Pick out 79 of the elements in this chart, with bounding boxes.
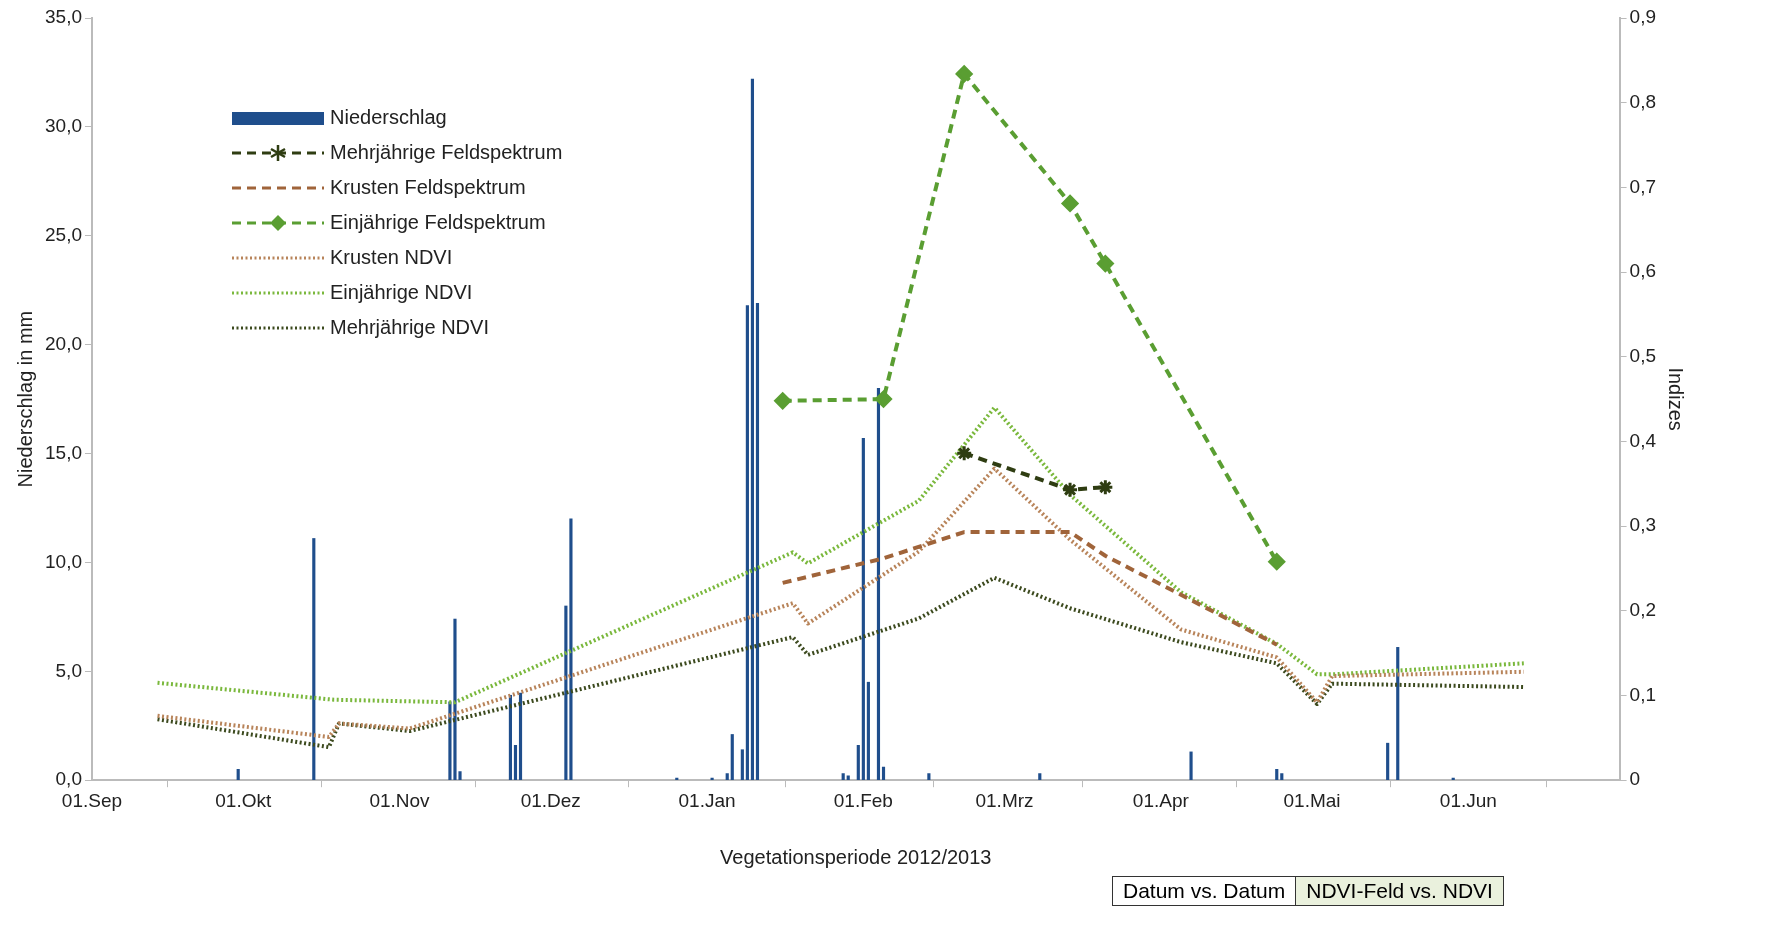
point xyxy=(1061,194,1079,212)
bar xyxy=(755,302,760,781)
y-tick-label: 30,0 xyxy=(45,115,82,137)
legend-label: Einjährige NDVI xyxy=(330,281,473,304)
bar xyxy=(1396,647,1400,781)
legend-label: Niederschlag xyxy=(330,106,447,129)
point xyxy=(955,65,973,83)
bar xyxy=(856,745,860,781)
y2-tick-label: 0,4 xyxy=(1629,429,1657,451)
x-tick-label: 01.Nov xyxy=(369,789,431,811)
bar xyxy=(730,734,734,781)
bar xyxy=(236,768,240,781)
y-tick-label: 10,0 xyxy=(45,550,82,572)
y-axis-title: Niederschlag in mm xyxy=(13,310,36,488)
bar xyxy=(564,605,568,781)
bar xyxy=(927,773,931,781)
x-tick-label: 01.Mrz xyxy=(975,789,1034,811)
bar xyxy=(312,538,316,781)
y-tick-label: 15,0 xyxy=(45,441,82,463)
line-series xyxy=(155,405,1526,705)
bar xyxy=(750,78,755,781)
legend-label: Mehrjährige Feldspektrum xyxy=(330,141,563,164)
y2-tick-label: 0,5 xyxy=(1629,344,1657,366)
y-tick-label: 0,0 xyxy=(55,768,82,790)
bar xyxy=(1386,742,1390,781)
x-tick-label: 01.Okt xyxy=(215,789,272,811)
bar xyxy=(1280,773,1284,781)
x-tick-label: 01.Jun xyxy=(1439,789,1497,811)
x-tick-label: 01.Jan xyxy=(678,789,736,811)
point xyxy=(1061,481,1079,499)
y2-tick-label: 0,8 xyxy=(1629,90,1657,112)
point xyxy=(1096,255,1114,273)
bar xyxy=(725,773,729,781)
bar xyxy=(1038,773,1042,781)
y2-tick-label: 0 xyxy=(1629,768,1641,790)
bar xyxy=(861,437,865,781)
y-tick-label: 35,0 xyxy=(45,6,82,28)
point xyxy=(1096,478,1114,496)
text: NDVI-Feld vs. NDVI xyxy=(1295,876,1504,906)
bar xyxy=(866,681,870,781)
x-axis-title: Vegetationsperiode 2012/2013 xyxy=(720,845,992,868)
text: Datum vs. Datum xyxy=(1112,876,1296,906)
bar xyxy=(881,766,886,781)
y2-tick-label: 0,7 xyxy=(1629,175,1657,197)
point xyxy=(955,444,973,462)
x-tick-label: 01.Sep xyxy=(61,789,123,811)
y2-axis-title: Indizes xyxy=(1665,367,1688,431)
x-tick-label: 01.Mai xyxy=(1283,789,1341,811)
y-tick-label: 25,0 xyxy=(45,224,82,246)
bar xyxy=(1189,751,1193,781)
y-tick-label: 20,0 xyxy=(45,332,82,354)
x-tick-label: 01.Feb xyxy=(833,789,893,811)
y2-tick-label: 0,3 xyxy=(1629,514,1657,536)
bar xyxy=(518,692,523,781)
bar xyxy=(745,305,749,781)
bar xyxy=(740,749,744,781)
x-tick-label: 01.Apr xyxy=(1132,789,1190,811)
y2-tick-label: 0,6 xyxy=(1629,260,1657,282)
y2-tick-label: 0,9 xyxy=(1629,6,1657,28)
legend-label: Mehrjährige NDVI xyxy=(330,316,489,339)
bar xyxy=(513,745,518,781)
point xyxy=(875,390,893,408)
x-tick-label: 01.Dez xyxy=(520,789,581,811)
y2-tick-label: 0,2 xyxy=(1629,599,1657,621)
bar xyxy=(569,518,573,781)
bar xyxy=(841,773,845,781)
bar xyxy=(508,694,513,781)
legend-label: Krusten NDVI xyxy=(330,246,453,269)
bar xyxy=(876,387,881,781)
legend-label: Einjährige Feldspektrum xyxy=(330,211,546,234)
y2-tick-label: 0,1 xyxy=(1629,683,1657,705)
line-series xyxy=(155,466,1526,740)
y-tick-label: 5,0 xyxy=(55,659,82,681)
bar xyxy=(1275,768,1279,781)
line-series xyxy=(780,530,1279,647)
line-series xyxy=(155,575,1526,750)
legend-label: Krusten Feldspektrum xyxy=(330,176,526,199)
point xyxy=(774,392,792,410)
point xyxy=(1268,553,1286,571)
